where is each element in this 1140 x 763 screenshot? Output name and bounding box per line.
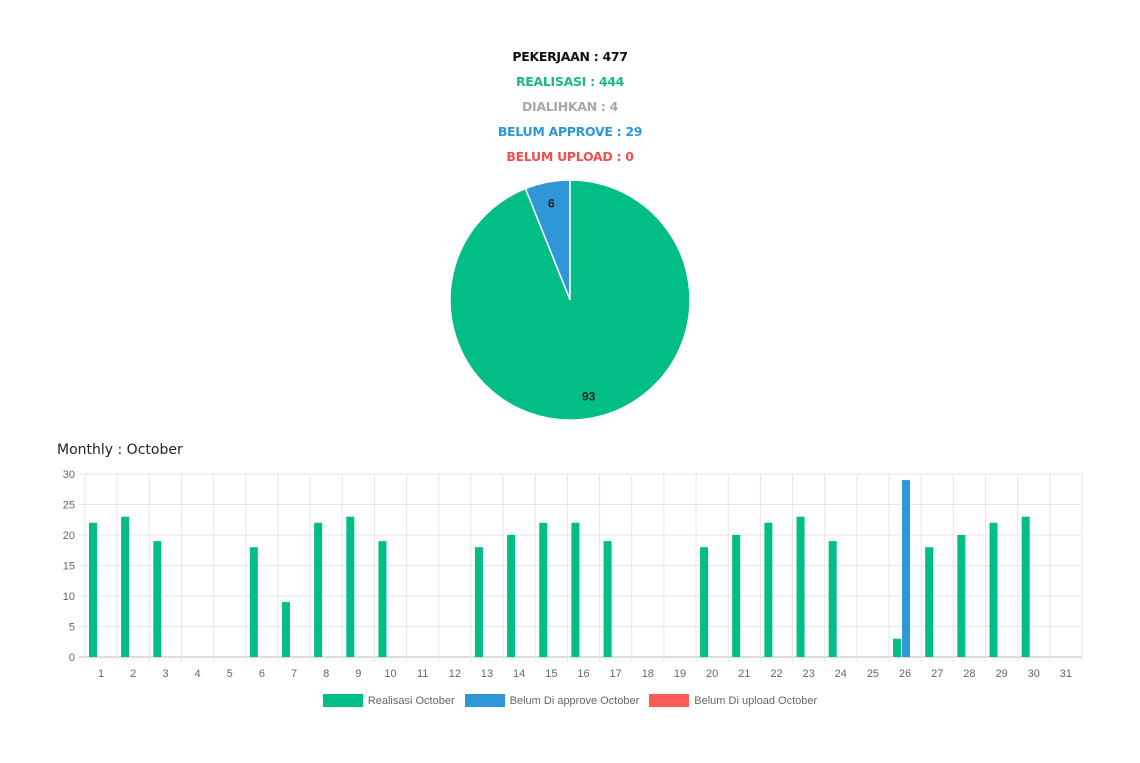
stat-belum-approve: BELUM APPROVE : 29 [497, 124, 643, 139]
bar-realisasi-day-22[interactable] [764, 522, 773, 657]
legend-label-realisasi: Realisasi October [367, 694, 455, 707]
legend-swatch-realisasi [322, 694, 363, 707]
stat-dialihkan: DIALIHKAN : 4 [521, 99, 619, 114]
x-tick-label: 22 [770, 668, 782, 680]
y-tick-label: 30 [63, 469, 75, 481]
bar-realisasi-day-29[interactable] [989, 522, 998, 657]
x-tick-label: 10 [384, 668, 396, 680]
x-tick-label: 13 [481, 668, 493, 680]
bar-approve-day-26[interactable] [902, 480, 911, 657]
x-tick-label: 1 [98, 668, 104, 680]
bar-realisasi-day-17[interactable] [603, 541, 612, 657]
bar-realisasi-day-3[interactable] [153, 541, 162, 657]
bar-realisasi-day-2[interactable] [121, 516, 130, 657]
summary-stats: PEKERJAAN : 477 REALISASI : 444 DIALIHKA… [0, 44, 1140, 169]
x-tick-label: 15 [545, 668, 557, 680]
x-tick-label: 25 [867, 668, 879, 680]
x-tick-label: 21 [738, 668, 750, 680]
y-tick-label: 15 [63, 561, 75, 573]
x-tick-label: 7 [291, 668, 297, 680]
x-tick-label: 5 [227, 668, 233, 680]
x-tick-label: 6 [259, 668, 265, 680]
x-tick-label: 24 [835, 668, 847, 680]
legend-item-realisasi[interactable]: Realisasi October [322, 694, 455, 707]
x-tick-label: 23 [803, 668, 815, 680]
bar-realisasi-day-30[interactable] [1021, 516, 1030, 657]
bar-realisasi-day-27[interactable] [925, 547, 934, 657]
x-tick-label: 9 [355, 668, 361, 680]
x-tick-label: 2 [130, 668, 136, 680]
bar-realisasi-day-23[interactable] [796, 516, 805, 657]
monthly-title: Monthly : October [57, 442, 183, 458]
bar-realisasi-day-24[interactable] [828, 541, 837, 657]
bar-realisasi-day-14[interactable] [507, 535, 516, 657]
x-tick-label: 12 [449, 668, 461, 680]
bar-realisasi-day-21[interactable] [732, 535, 741, 657]
chart-legend: Realisasi October Belum Di approve Octob… [0, 694, 1140, 707]
legend-label-approve: Belum Di approve October [509, 694, 640, 707]
bar-realisasi-day-10[interactable] [378, 541, 387, 657]
bar-realisasi-day-8[interactable] [314, 522, 323, 657]
bar-realisasi-day-20[interactable] [700, 547, 709, 657]
x-tick-label: 17 [610, 668, 622, 680]
x-tick-label: 14 [513, 668, 525, 680]
bar-realisasi-day-28[interactable] [957, 535, 966, 657]
x-tick-label: 26 [899, 668, 911, 680]
y-tick-label: 10 [63, 591, 75, 603]
bar-realisasi-day-7[interactable] [281, 602, 290, 657]
legend-item-approve[interactable]: Belum Di approve October [464, 694, 640, 707]
bar-realisasi-day-13[interactable] [474, 547, 483, 657]
pie-label-6: 6 [548, 196, 555, 210]
legend-label-upload: Belum Di upload October [694, 694, 818, 707]
x-tick-label: 4 [195, 668, 201, 680]
x-tick-label: 19 [674, 668, 686, 680]
bar-realisasi-day-6[interactable] [249, 547, 258, 657]
y-tick-label: 5 [69, 622, 75, 634]
pie-chart[interactable]: 6 93 [440, 170, 700, 430]
legend-swatch-approve [464, 694, 505, 707]
y-tick-label: 0 [69, 652, 75, 664]
x-tick-label: 27 [931, 668, 943, 680]
bar-realisasi-day-26[interactable] [893, 638, 902, 657]
legend-swatch-upload [649, 694, 690, 707]
x-tick-label: 18 [642, 668, 654, 680]
y-tick-label: 20 [63, 530, 75, 542]
pie-label-93: 93 [582, 390, 596, 404]
x-tick-label: 8 [323, 668, 329, 680]
x-tick-label: 29 [995, 668, 1007, 680]
legend-item-upload[interactable]: Belum Di upload October [649, 694, 817, 707]
stat-realisasi: REALISASI : 444 [515, 74, 625, 89]
x-tick-label: 28 [963, 668, 975, 680]
x-tick-label: 3 [162, 668, 168, 680]
bar-realisasi-day-16[interactable] [571, 522, 580, 657]
x-tick-label: 20 [706, 668, 718, 680]
stat-belum-upload: BELUM UPLOAD : 0 [506, 149, 634, 164]
x-tick-label: 16 [577, 668, 589, 680]
bar-realisasi-day-1[interactable] [89, 522, 97, 657]
x-tick-label: 31 [1060, 668, 1072, 680]
x-tick-label: 30 [1028, 668, 1040, 680]
stat-pekerjaan: PEKERJAAN : 477 [512, 49, 628, 64]
x-tick-label: 11 [417, 668, 428, 680]
y-tick-label: 25 [63, 500, 75, 512]
pie-slice-93[interactable] [449, 179, 691, 421]
bar-realisasi-day-15[interactable] [539, 522, 548, 657]
bar-realisasi-day-9[interactable] [346, 516, 355, 657]
